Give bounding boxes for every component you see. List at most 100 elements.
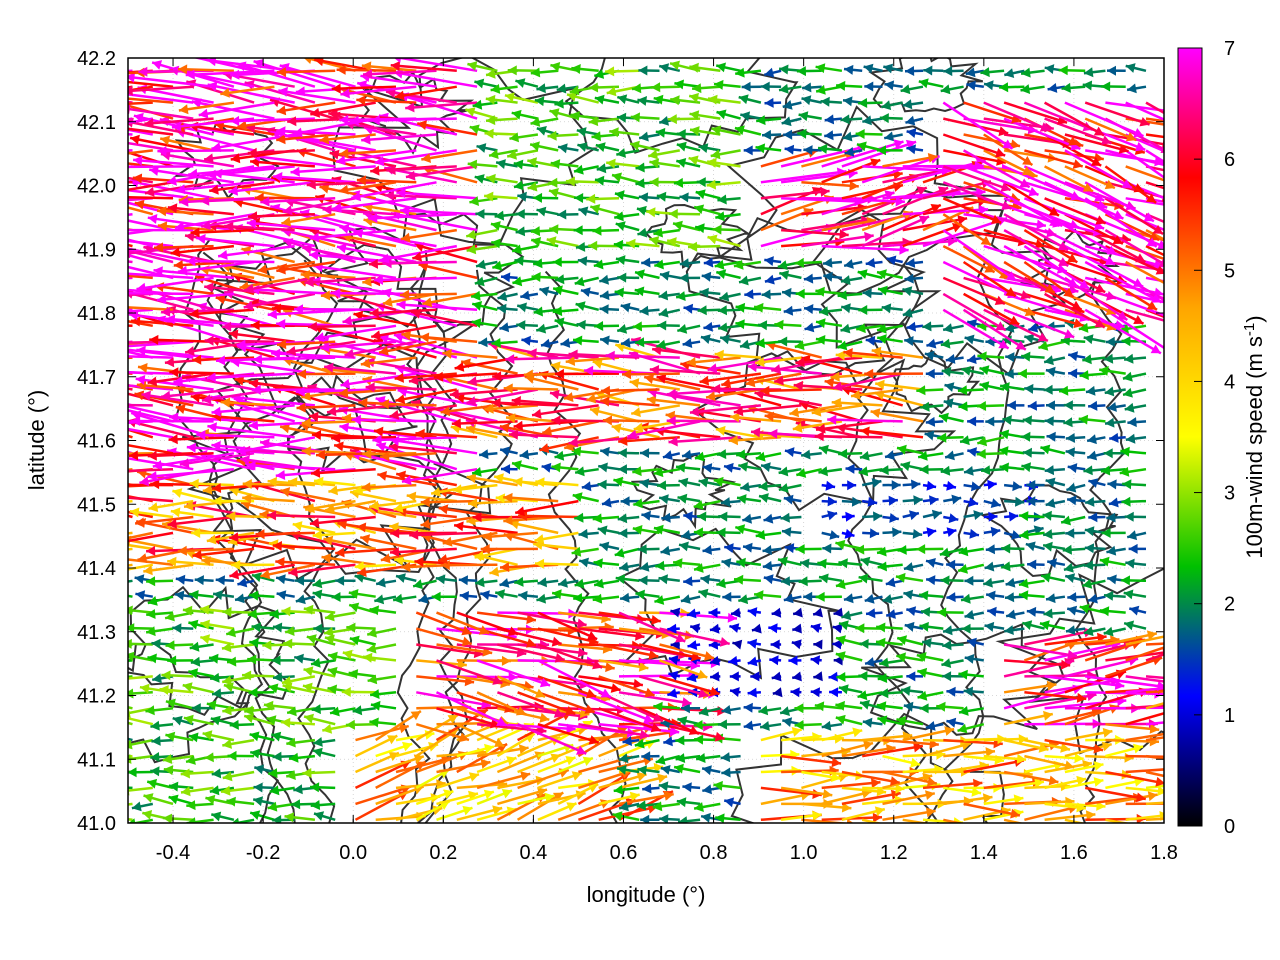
wind-vector [406, 491, 457, 503]
wind-vector [442, 348, 498, 359]
wind-vector [168, 412, 255, 423]
wind-vector [835, 579, 863, 590]
wind-vector [246, 460, 336, 471]
y-tick-label: 42.0 [77, 176, 116, 198]
wind-vector [497, 643, 565, 663]
wind-vector [716, 449, 741, 460]
wind-vector [135, 375, 214, 391]
wind-vector [708, 607, 721, 618]
wind-vector [476, 771, 531, 790]
wind-vector [743, 702, 761, 713]
wind-vector [496, 691, 565, 718]
wind-vector [324, 499, 376, 514]
wind-vector [301, 446, 356, 457]
wind-vector [511, 396, 579, 407]
wind-vector [715, 813, 741, 823]
wind-vector [870, 408, 924, 423]
wind-vector [813, 671, 823, 682]
wind-vector [128, 427, 174, 439]
wind-vector [1046, 558, 1066, 569]
wind-vector [939, 547, 964, 558]
wind-vector [940, 575, 964, 586]
wind-vector [724, 543, 741, 553]
wind-vector [763, 513, 782, 524]
wind-vector [620, 496, 640, 507]
wind-vector [937, 607, 964, 618]
wind-vector [221, 642, 255, 653]
wind-vector [369, 717, 397, 728]
wind-vector [180, 786, 214, 797]
wind-vector [412, 579, 437, 590]
wind-vector [360, 356, 417, 369]
wind-vector [394, 372, 457, 383]
wind-vector [967, 416, 984, 427]
wind-vector [652, 801, 680, 812]
wind-vector [598, 707, 662, 733]
wind-vector [200, 634, 235, 646]
wind-vector [747, 607, 762, 617]
wind-vector [252, 796, 275, 807]
wind-vector [323, 362, 397, 375]
wind-vector [284, 626, 316, 636]
wind-vector [313, 737, 336, 747]
wind-vector [346, 622, 376, 633]
wind-vector [922, 778, 983, 790]
wind-vector [717, 719, 741, 730]
wind-vector [729, 687, 741, 697]
wind-vector [896, 635, 924, 646]
wind-vector [557, 756, 594, 774]
wind-vector [341, 687, 376, 697]
wind-vector [983, 511, 998, 522]
wind-vector [616, 764, 640, 775]
wind-vector [1125, 675, 1164, 683]
wind-vector [964, 575, 984, 586]
wind-vector [1083, 626, 1106, 637]
wind-vector [1124, 402, 1147, 413]
wind-vector [1145, 721, 1164, 726]
wind-vector [742, 542, 762, 553]
wind-vector [653, 701, 680, 712]
wind-vector [537, 643, 603, 670]
wind-vector [324, 611, 356, 622]
wind-vector [875, 637, 903, 648]
wind-vector [789, 404, 843, 418]
wind-vector [589, 406, 640, 423]
wind-vector [902, 510, 920, 521]
wind-vector [536, 593, 559, 604]
wind-vector [759, 721, 782, 731]
wind-vector [1064, 777, 1104, 790]
wind-vector [638, 575, 660, 586]
x-tick-label: 1.4 [970, 842, 998, 864]
wind-vector [303, 713, 336, 726]
wind-vector [668, 436, 741, 447]
wind-vector [1122, 479, 1147, 490]
wind-vector [1085, 496, 1106, 507]
wind-vector [551, 589, 579, 600]
wind-vector [821, 727, 863, 742]
wind-vector [1145, 690, 1164, 694]
wind-vector [882, 790, 936, 806]
wind-vector [466, 388, 539, 407]
wind-vector [904, 621, 924, 632]
wind-vector [740, 482, 762, 492]
wind-vector [222, 607, 255, 617]
wind-vector [1128, 543, 1146, 554]
wind-vector [714, 349, 761, 360]
wind-vector [772, 687, 783, 698]
wind-vector [801, 770, 841, 782]
wind-vector [1018, 590, 1045, 601]
wind-vector [760, 385, 822, 396]
wind-vector [1122, 371, 1147, 382]
wind-vector [659, 675, 720, 697]
wind-vector [1123, 620, 1147, 631]
wind-vector [355, 723, 410, 742]
wind-vector [832, 639, 842, 650]
wind-vector [815, 591, 842, 602]
wind-vector [1082, 579, 1106, 589]
wind-vector [835, 635, 863, 646]
wind-vector [420, 497, 478, 508]
terrain-contour [847, 263, 940, 823]
wind-vector [810, 655, 822, 666]
wind-vector [1004, 659, 1071, 670]
wind-vector [194, 575, 214, 586]
